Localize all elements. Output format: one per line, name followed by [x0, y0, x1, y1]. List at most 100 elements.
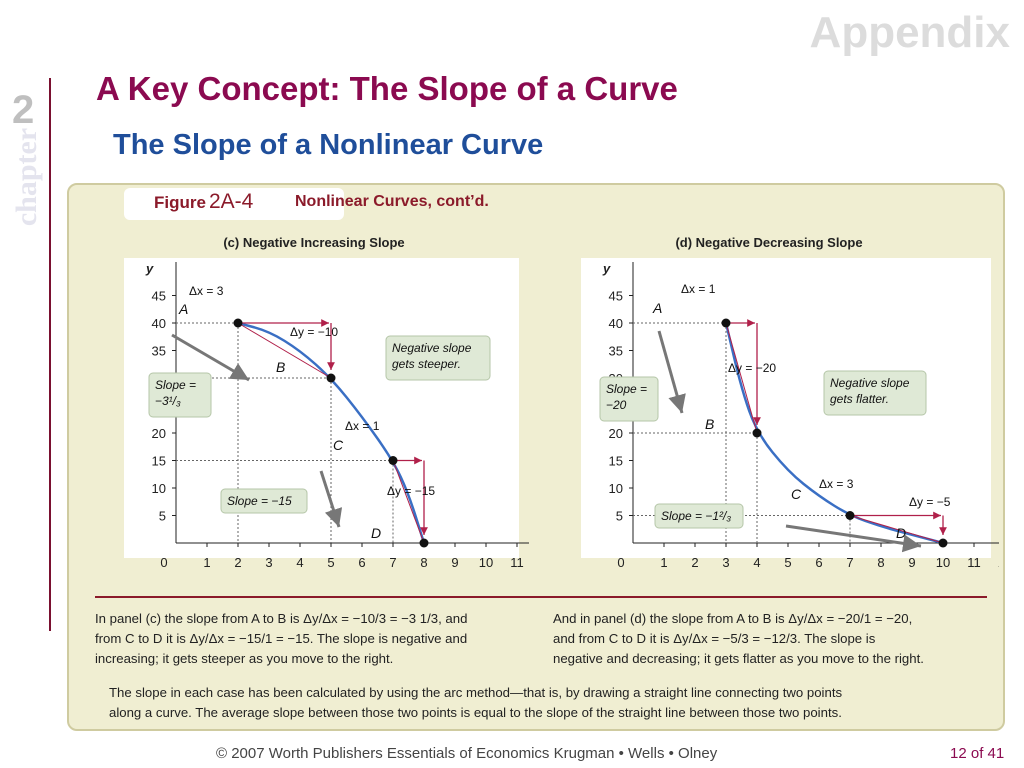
- y-tick-label: 15: [152, 454, 166, 469]
- figure-word: Figure: [154, 193, 206, 212]
- point-d: [938, 538, 948, 548]
- slope-label-ab-text: −3¹/₃: [155, 394, 181, 408]
- x-tick-label: 0: [617, 555, 624, 570]
- y-tick-label: 20: [609, 426, 623, 441]
- chapter-number: 2: [12, 88, 35, 132]
- x-tick-label: 2: [691, 555, 698, 570]
- slope-arrow: [785, 524, 922, 553]
- appendix-label: Appendix: [809, 8, 1010, 57]
- slope-label-ab-text: Slope =: [155, 378, 196, 392]
- explanation-left-line: In panel (c) the slope from A to B is Δy…: [95, 611, 468, 626]
- chart-title: (d) Negative Decreasing Slope: [675, 235, 862, 250]
- secant-line-cd: [849, 515, 944, 544]
- x-tick-label: 3: [265, 555, 272, 570]
- chart-panel-c: (c) Negative Increasing Slopeyx510152025…: [124, 235, 529, 570]
- point-label-a: A: [178, 301, 188, 317]
- x-tick-label: 4: [296, 555, 303, 570]
- chapter-word: chapter: [10, 127, 44, 227]
- point-c: [845, 511, 855, 520]
- slope-label-cd-text: Slope = −1²/₃: [661, 509, 731, 523]
- y-axis-label: y: [602, 261, 611, 276]
- figure-number: 2A-4: [209, 190, 254, 213]
- slope-label-ab-text: −20: [606, 398, 627, 412]
- note-steeper-text: Negative slope: [392, 341, 472, 355]
- y-tick-label: 10: [609, 481, 623, 496]
- y-tick-label: 45: [152, 289, 166, 304]
- delta-x-label: Δx = 3: [819, 477, 854, 491]
- caption-divider: [95, 596, 987, 598]
- y-tick-label: 40: [152, 316, 166, 331]
- point-label-a: A: [652, 300, 662, 316]
- x-tick-label: 8: [420, 555, 427, 570]
- x-tick-label: 8: [877, 555, 884, 570]
- note-steeper-text: gets steeper.: [392, 357, 461, 371]
- delta-y-label: Δy = −20: [728, 361, 776, 375]
- figure-panel: Figure 2A-4 Nonlinear Curves, cont’d. (c…: [67, 183, 1005, 731]
- secant-line-ab: [725, 322, 758, 434]
- point-label-d: D: [371, 525, 381, 541]
- delta-x-label: Δx = 3: [189, 284, 224, 298]
- vertical-divider: [49, 78, 51, 631]
- note-flatter-box: [823, 370, 927, 416]
- footer-credit: © 2007 Worth Publishers Essentials of Ec…: [216, 745, 718, 762]
- explanation-bottom-line: The slope in each case has been calculat…: [109, 685, 843, 700]
- y-tick-label: 20: [152, 426, 166, 441]
- secant-line-cd: [392, 460, 425, 544]
- page-number: 12 of 41: [950, 745, 1005, 762]
- slope-label-cd-box: [654, 503, 744, 529]
- point-a: [721, 318, 731, 328]
- explanation-right: And in panel (d) the slope from A to B i…: [553, 609, 924, 669]
- slope-label-cd-box: [220, 488, 308, 514]
- explanation-bottom: The slope in each case has been calculat…: [109, 683, 842, 723]
- y-tick-label: 15: [609, 454, 623, 469]
- explanation-right-line: negative and decreasing; it gets flatter…: [553, 651, 924, 666]
- delta-y-label: Δy = −10: [290, 325, 338, 339]
- x-tick-label: 11: [510, 555, 524, 570]
- figure-caption: Nonlinear Curves, cont’d.: [295, 193, 489, 210]
- x-tick-label: 7: [846, 555, 853, 570]
- delta-x-label: Δx = 1: [345, 419, 380, 433]
- y-tick-label: 5: [159, 509, 166, 524]
- delta-y-label: Δy = −15: [387, 484, 435, 498]
- slope-label-ab-text: Slope =: [606, 382, 647, 396]
- point-label-c: C: [791, 486, 802, 502]
- point-d: [419, 538, 429, 548]
- x-tick-label: 0: [160, 555, 167, 570]
- secant-line-ab: [237, 322, 332, 379]
- x-tick-label: 6: [815, 555, 822, 570]
- x-tick-label: 5: [327, 555, 334, 570]
- explanation-bottom-line: along a curve. The average slope between…: [109, 705, 842, 720]
- explanation-right-line: and from C to D it is Δy/Δx = −5/3 = −12…: [553, 631, 876, 646]
- x-tick-label: 10: [936, 555, 950, 570]
- point-label-b: B: [276, 359, 285, 375]
- y-axis-label: y: [145, 261, 154, 276]
- chart-title: (c) Negative Increasing Slope: [223, 235, 404, 250]
- y-tick-label: 10: [152, 481, 166, 496]
- slide-title: A Key Concept: The Slope of a Curve: [96, 70, 678, 107]
- x-tick-label: 10: [479, 555, 493, 570]
- x-tick-label: 1: [203, 555, 210, 570]
- x-tick-label: 7: [389, 555, 396, 570]
- note-flatter-text: gets flatter.: [830, 392, 889, 406]
- note-flatter-text: Negative slope: [830, 376, 910, 390]
- point-label-d: D: [896, 525, 906, 541]
- explanation-left: In panel (c) the slope from A to B is Δy…: [95, 609, 467, 669]
- slope-label-cd-text: Slope = −15: [227, 494, 292, 508]
- point-b: [326, 373, 336, 383]
- y-tick-label: 35: [152, 344, 166, 359]
- point-label-b: B: [705, 416, 714, 432]
- slope-label-ab-box: [599, 376, 659, 422]
- point-b: [752, 428, 762, 438]
- x-tick-label: 6: [358, 555, 365, 570]
- note-steeper-box: [385, 335, 491, 381]
- x-tick-label: 11: [967, 555, 981, 570]
- x-tick-label: 12: [998, 555, 999, 570]
- delta-y-label: Δy = −5: [909, 495, 951, 509]
- explanation-right-line: And in panel (d) the slope from A to B i…: [553, 611, 913, 626]
- y-tick-label: 5: [616, 509, 623, 524]
- y-tick-label: 45: [609, 289, 623, 304]
- x-tick-label: 9: [908, 555, 915, 570]
- delta-x-label: Δx = 1: [681, 282, 716, 296]
- slope-arrow: [319, 470, 343, 528]
- figure-tab: [124, 188, 344, 220]
